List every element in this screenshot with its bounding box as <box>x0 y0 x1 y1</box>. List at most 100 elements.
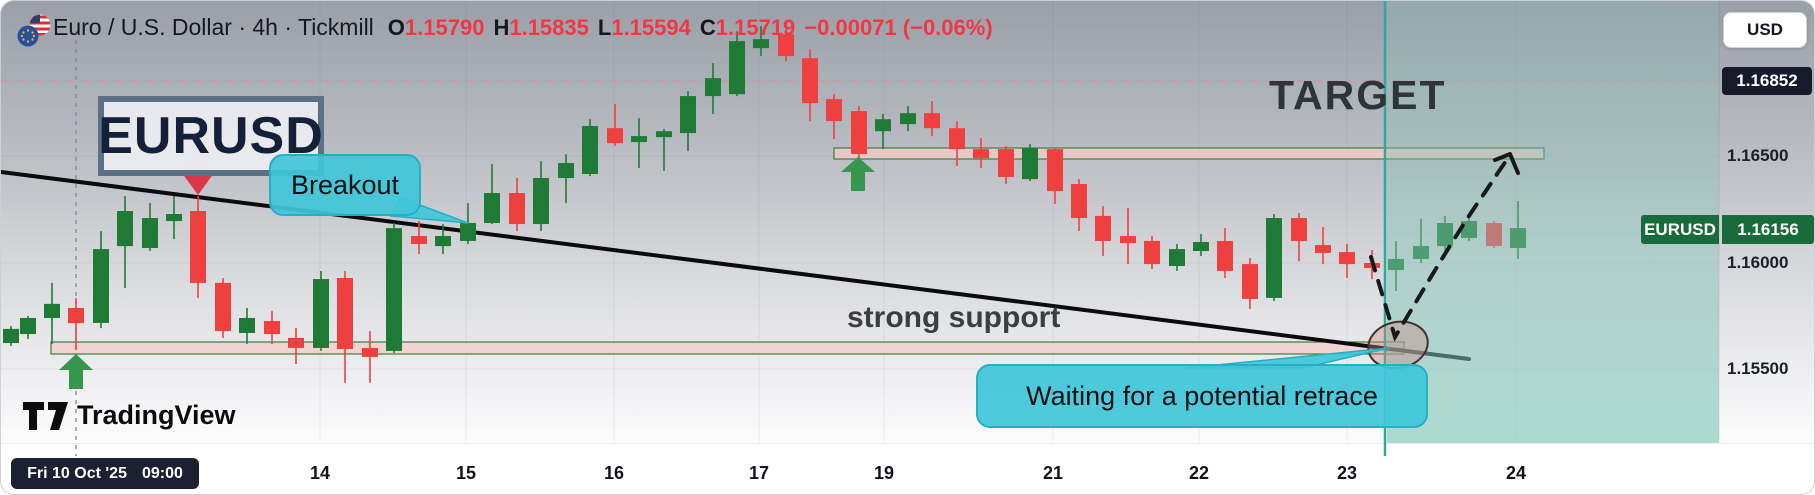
time-tick-label: 24 <box>1505 463 1527 483</box>
price-tick-label: 1.16000 <box>1727 253 1789 272</box>
crosshair-date-badge: Fri 10 Oct '25 09:00 <box>11 458 199 489</box>
candle-body <box>435 236 451 247</box>
open-value: 1.15790 <box>404 15 485 40</box>
candle-body <box>1217 240 1233 271</box>
time-tick-label: 15 <box>455 463 477 483</box>
candlestick-series <box>3 23 1526 383</box>
candle-body <box>973 149 989 159</box>
candle-body <box>631 136 647 143</box>
candle-body <box>607 128 623 144</box>
candle-body <box>826 99 842 122</box>
candle-body <box>778 34 794 57</box>
alert-price-badge: 1.16852 <box>1722 67 1812 95</box>
tradingview-brand-text: TradingView <box>77 399 236 430</box>
candle-body <box>460 222 476 241</box>
buy-signal-arrow-icon[interactable] <box>841 157 875 191</box>
candle-body <box>509 193 525 225</box>
ohlc-readout: O1.15790 H1.15835 L1.15594 C1.15719 −0.0… <box>388 15 993 41</box>
projection-dashed-arrow[interactable] <box>1369 154 1512 342</box>
crosshair-date: Fri 10 Oct '25 <box>27 464 127 482</box>
high-value: 1.15835 <box>509 15 589 40</box>
retrace-callout[interactable]: Waiting for a potential retrace <box>976 364 1428 428</box>
candle-body <box>117 210 133 247</box>
candle-body <box>1266 218 1282 298</box>
tradingview-watermark[interactable]: TradingView <box>23 399 236 431</box>
candle-body <box>998 149 1014 177</box>
candle-body <box>386 228 402 351</box>
candle-body <box>239 317 255 333</box>
candle-body <box>1144 240 1160 265</box>
open-label: O <box>387 15 405 40</box>
candle-body <box>558 163 574 179</box>
candle-body <box>1095 215 1111 241</box>
candle-body <box>924 113 940 129</box>
support-zone[interactable] <box>50 341 1405 355</box>
tradingview-logo-icon <box>23 402 68 430</box>
candle-body <box>166 213 182 222</box>
last-price-symbol: EURUSD <box>1641 215 1719 244</box>
candle-body <box>1071 184 1087 219</box>
candle-body <box>1339 252 1355 265</box>
candle-body <box>582 126 598 174</box>
candle-body <box>1169 249 1185 266</box>
candle-body <box>1047 149 1063 192</box>
time-tick-label: 23 <box>1336 463 1358 483</box>
close-value: 1.15719 <box>715 15 796 40</box>
candle-body <box>1022 148 1038 180</box>
candle-body <box>949 128 965 150</box>
sell-signal-arrow-icon[interactable] <box>182 173 214 195</box>
strong-support-label[interactable]: strong support <box>847 301 1061 334</box>
last-price-badge: EURUSD 1.16156 <box>1641 215 1814 244</box>
low-label: L <box>597 15 612 40</box>
time-tick-label: 16 <box>603 463 625 483</box>
change-value: −0.00071 (−0.06%) <box>804 15 993 40</box>
candle-body <box>3 328 19 344</box>
candle-body <box>1291 218 1307 241</box>
candle-body <box>705 78 721 97</box>
low-value: 1.15594 <box>611 15 691 40</box>
candle-body <box>20 317 36 335</box>
candle-body <box>900 113 916 125</box>
time-tick-label: 17 <box>748 463 770 483</box>
time-tick-label: 14 <box>309 463 331 483</box>
buy-signal-arrow-icon[interactable] <box>59 354 93 389</box>
last-price-value: 1.16156 <box>1722 215 1814 244</box>
candle-body <box>68 307 84 324</box>
candle-body <box>680 96 696 134</box>
projection-arrowhead <box>1493 152 1520 175</box>
time-tick-label: 21 <box>1042 463 1064 483</box>
candle-body <box>337 277 353 350</box>
price-tick-label: 1.16500 <box>1727 146 1789 165</box>
candle-body <box>190 210 206 283</box>
time-tick-label: 22 <box>1188 463 1210 483</box>
candle-body <box>875 119 891 132</box>
symbol-title[interactable]: Euro / U.S. Dollar · 4h · Tickmill <box>53 14 374 40</box>
candle-body <box>753 39 769 49</box>
candle-body <box>484 193 500 223</box>
candle-body <box>802 58 818 104</box>
candle-body <box>1120 236 1136 244</box>
candle-body <box>362 347 378 357</box>
breakout-callout[interactable]: Breakout <box>269 154 421 216</box>
high-label: H <box>493 15 510 40</box>
candle-body <box>288 337 304 348</box>
candle-body <box>656 131 672 138</box>
currency-unit-button[interactable]: USD <box>1723 12 1807 48</box>
candle-body <box>93 249 109 323</box>
target-label[interactable]: TARGET <box>1269 72 1447 118</box>
candle-body <box>851 111 867 155</box>
descending-trendline[interactable] <box>1 170 1471 361</box>
candle-body <box>313 279 329 348</box>
candle-body <box>264 320 280 335</box>
candle-body <box>1242 264 1258 299</box>
chart-header: Euro / U.S. Dollar · 4h · Tickmill O1.15… <box>53 14 993 41</box>
symbol-flags-icon <box>17 14 51 47</box>
close-label: C <box>699 15 716 40</box>
candle-body <box>533 178 549 225</box>
candle-body <box>44 303 60 318</box>
candle-body <box>729 41 745 95</box>
crosshair-time: 09:00 <box>141 464 183 482</box>
candle-body <box>1193 242 1209 252</box>
